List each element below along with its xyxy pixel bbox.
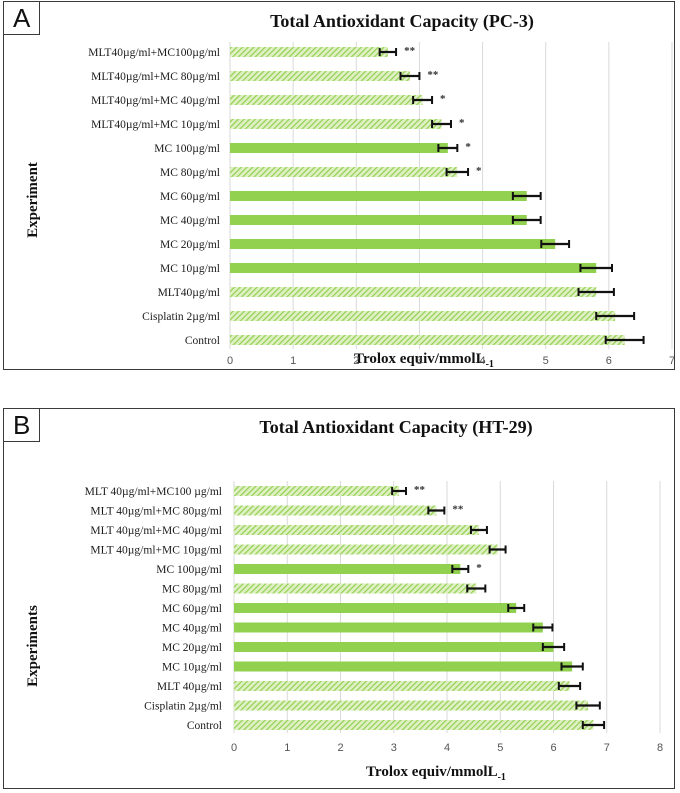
chart-b-xlabel: Trolox equiv/mmolL-1 <box>366 764 506 783</box>
x-tick-label: 3 <box>416 355 422 367</box>
category-label: MC 40µg/ml <box>162 623 222 635</box>
bar <box>230 167 458 177</box>
bar <box>234 486 400 496</box>
bar <box>234 603 517 613</box>
bar <box>230 191 527 201</box>
x-tick-label: 1 <box>284 742 290 754</box>
chart-b-ylabel: Experiments <box>25 605 41 687</box>
category-label: MC 10µg/ml <box>160 263 220 275</box>
x-tick-label: 8 <box>657 742 663 754</box>
category-label: MLT40µg/ml+MC 80µg/ml <box>91 71 220 83</box>
bar <box>234 661 573 672</box>
x-tick-label: 4 <box>444 742 450 754</box>
bar <box>230 71 410 81</box>
x-tick-label: 7 <box>669 355 674 367</box>
bar <box>230 47 388 57</box>
significance-marker: ** <box>404 45 416 57</box>
chart-a-ylabel: Experiment <box>25 162 41 238</box>
x-tick-label: 0 <box>227 355 233 367</box>
chart-panel-b: B Total Antioxidant Capacity (HT-29) Exp… <box>3 408 675 789</box>
x-tick-label: 5 <box>543 355 549 367</box>
category-label: MC 60µg/ml <box>162 603 222 615</box>
bar <box>234 564 461 574</box>
bar <box>230 119 442 129</box>
significance-marker: * <box>465 141 471 153</box>
bar <box>230 335 625 345</box>
x-tick-label: 5 <box>497 742 503 754</box>
chart-b-svg: Total Antioxidant Capacity (HT-29) Exper… <box>25 417 663 783</box>
category-label: MC 20µg/ml <box>160 239 220 251</box>
panel-label-b: B <box>3 408 41 442</box>
x-tick-label: 4 <box>480 355 486 367</box>
bar <box>234 642 554 652</box>
bar <box>230 263 597 273</box>
x-tick-label: 6 <box>606 355 612 367</box>
significance-marker: ** <box>414 484 426 496</box>
bar <box>230 143 448 153</box>
category-label: MLT 40µg/ml+MC 10µg/ml <box>90 545 222 557</box>
x-tick-label: 3 <box>391 742 397 754</box>
x-tick-label: 1 <box>290 355 296 367</box>
category-label: MLT 40µg/ml+MC 80µg/ml <box>90 506 222 518</box>
panel-label-a: A <box>3 1 41 35</box>
category-label: MLT40µg/ml+MC 10µg/ml <box>91 119 220 131</box>
category-label: MC 80µg/ml <box>160 167 220 179</box>
category-label: MC 100µg/ml <box>154 143 220 155</box>
category-label: MLT 40µg/ml+MC100 µg/ml <box>85 486 222 498</box>
chart-panel-a: A Total Antioxidant Capacity (PC-3) Expe… <box>3 1 675 370</box>
bar <box>234 700 589 711</box>
category-label: MC 20µg/ml <box>162 642 222 654</box>
category-label: MC 80µg/ml <box>162 584 222 596</box>
x-tick-label: 2 <box>337 742 343 754</box>
significance-marker: ** <box>427 69 439 81</box>
x-tick-label: 2 <box>353 355 359 367</box>
bar <box>230 239 556 249</box>
bar <box>230 311 616 321</box>
x-tick-label: 0 <box>231 742 237 754</box>
category-label: MLT40µg/ml+MC 40µg/ml <box>91 95 220 107</box>
chart-b-title: Total Antioxidant Capacity (HT-29) <box>259 417 532 438</box>
category-label: Control <box>187 720 222 732</box>
category-label: MC 10µg/ml <box>162 662 222 674</box>
category-label: Cisplatin 2µg/ml <box>142 311 220 323</box>
category-label: MLT40µg/ml <box>158 287 220 299</box>
category-label: MC 60µg/ml <box>160 191 220 203</box>
chart-a-xlabel: Trolox equiv/mmolL-1 <box>354 351 494 369</box>
category-label: MC 40µg/ml <box>160 215 220 227</box>
bar <box>230 287 597 297</box>
significance-marker: * <box>459 117 465 129</box>
category-label: MLT 40µg/ml+MC 40µg/ml <box>90 525 222 537</box>
chart-a-svg: Total Antioxidant Capacity (PC-3) Experi… <box>25 11 675 370</box>
significance-marker: * <box>476 165 482 177</box>
bar <box>234 525 479 535</box>
category-label: MLT 40µg/ml <box>157 681 222 693</box>
bar <box>234 505 437 516</box>
significance-marker: * <box>440 93 446 105</box>
category-label: MLT40µg/ml+MC100µg/ml <box>88 47 220 59</box>
bar <box>234 583 477 594</box>
significance-marker: * <box>476 562 482 574</box>
significance-marker: ** <box>452 504 464 516</box>
bar <box>230 95 423 105</box>
x-tick-label: 7 <box>604 742 610 754</box>
x-tick-label: 6 <box>550 742 556 754</box>
chart-a-title: Total Antioxidant Capacity (PC-3) <box>270 11 534 32</box>
category-label: Control <box>185 335 220 347</box>
bar <box>234 720 594 730</box>
bar <box>230 215 527 225</box>
category-label: Cisplatin 2µg/ml <box>144 701 222 713</box>
bar <box>234 622 543 633</box>
bar <box>234 544 498 555</box>
bar <box>234 681 570 691</box>
category-label: MC 100µg/ml <box>156 564 222 576</box>
